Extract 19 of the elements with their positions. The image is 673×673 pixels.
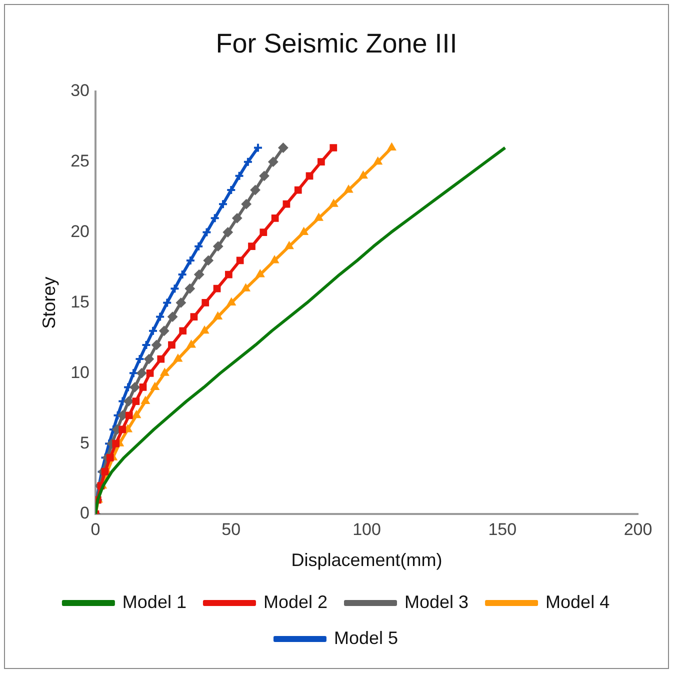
x-tick-label: 100 <box>352 520 381 539</box>
legend-label: Model 1 <box>122 592 186 612</box>
y-tick-label: 0 <box>80 504 90 523</box>
legend-label: Model 4 <box>546 592 610 612</box>
y-tick-label: 10 <box>70 362 90 382</box>
y-tick-label: 5 <box>80 433 90 452</box>
y-axis-title: Storey <box>38 276 59 329</box>
x-axis-title: Displacement(mm) <box>291 550 442 570</box>
legend-label: Model 2 <box>263 592 328 612</box>
x-tick-label: 200 <box>624 520 652 539</box>
chart-title: For Seismic Zone III <box>216 28 458 59</box>
y-tick-label: 15 <box>70 292 90 312</box>
y-tick-label: 25 <box>70 152 90 171</box>
legend-label: Model 5 <box>334 628 398 648</box>
y-tick-label: 30 <box>70 81 90 100</box>
x-tick-label: 150 <box>488 520 517 539</box>
x-tick-label: 50 <box>222 520 241 539</box>
y-tick-label: 20 <box>70 222 90 241</box>
legend-label: Model 3 <box>404 592 469 612</box>
